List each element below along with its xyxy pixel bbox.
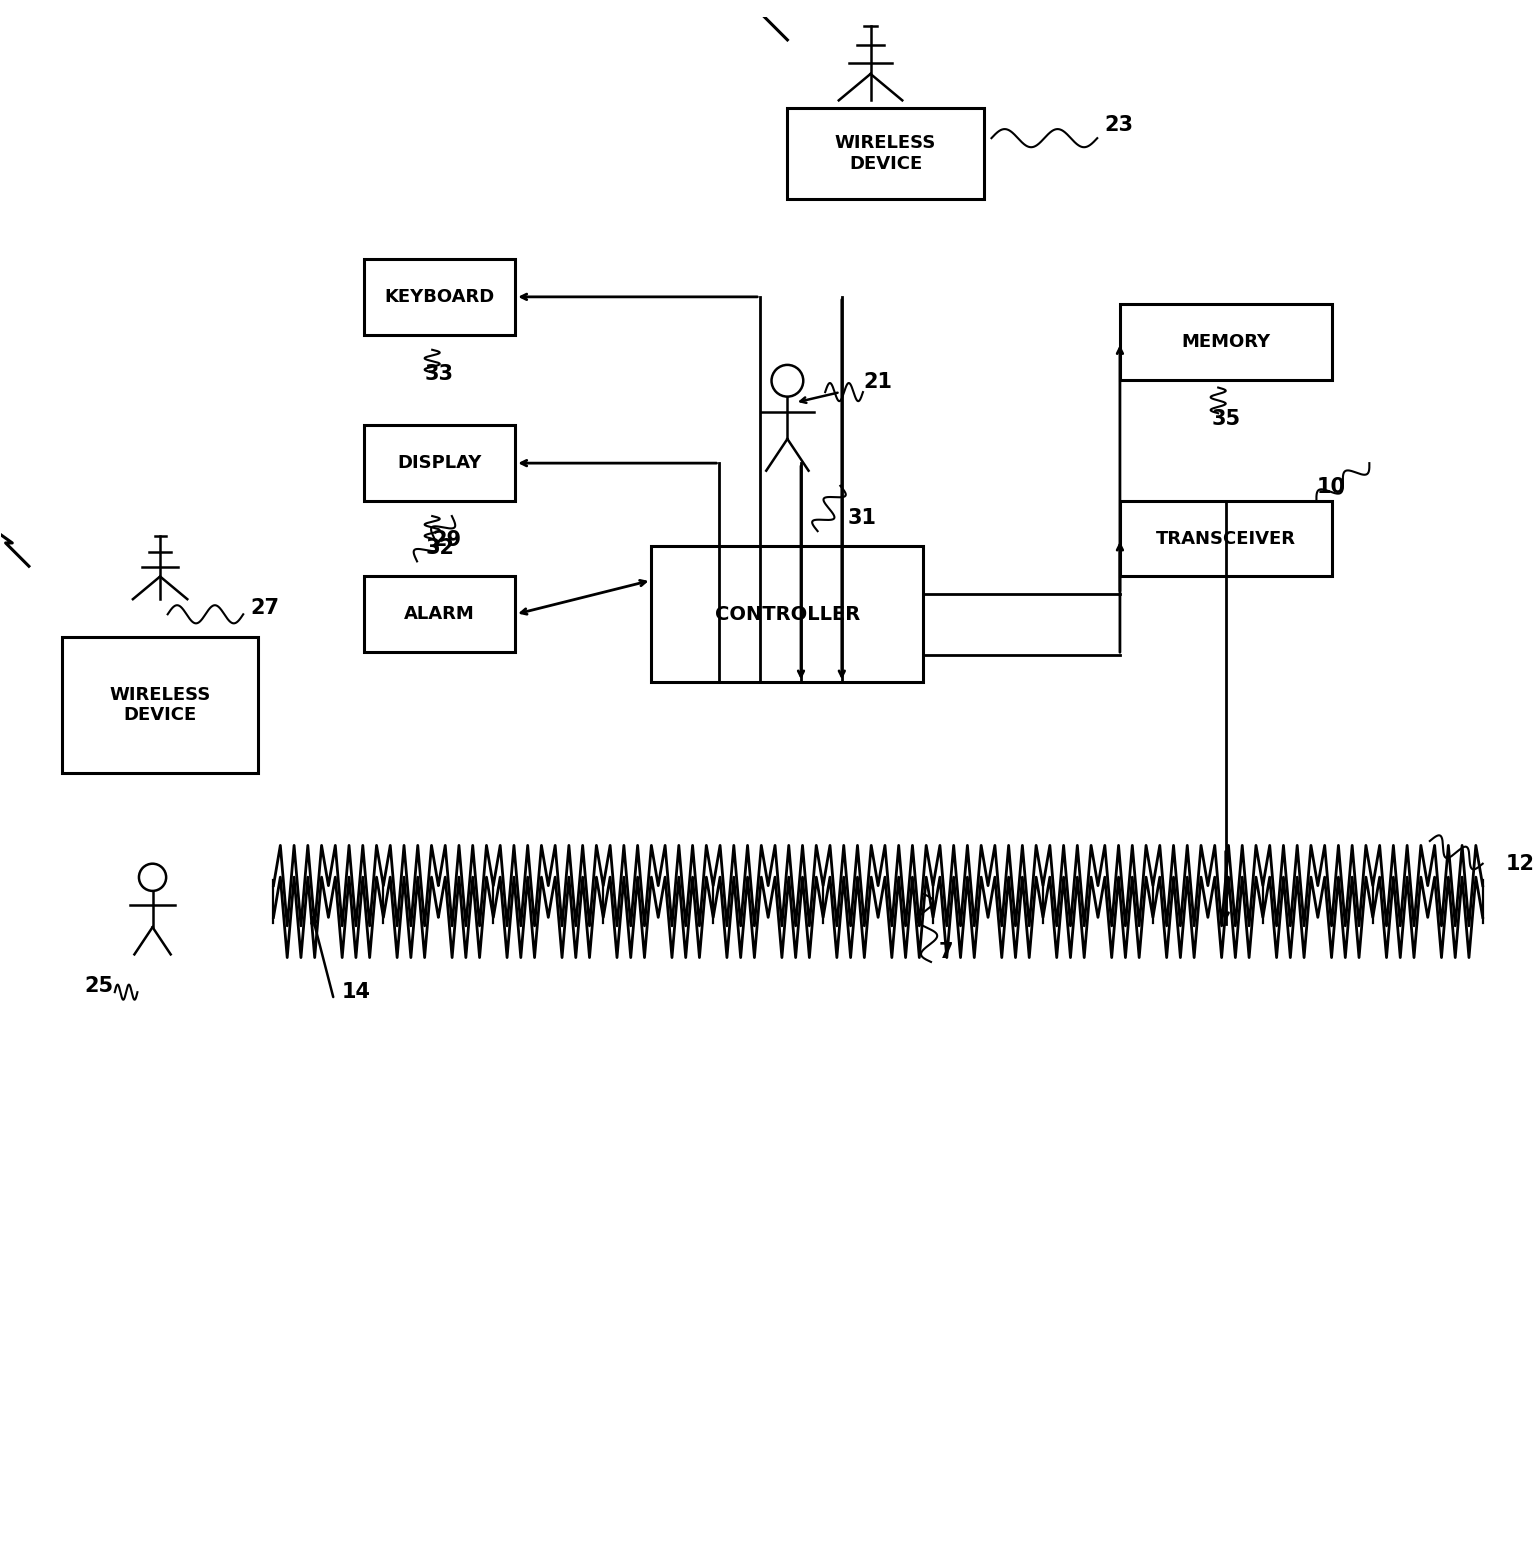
Text: 10: 10 <box>1316 478 1345 498</box>
Text: 35: 35 <box>1211 410 1240 430</box>
Text: 32: 32 <box>426 538 455 558</box>
Bar <box>1120 501 1331 577</box>
Text: 7: 7 <box>939 942 953 962</box>
Bar <box>1120 305 1331 380</box>
Text: 29: 29 <box>432 530 461 550</box>
Bar <box>364 577 515 652</box>
Text: 12: 12 <box>1505 853 1534 873</box>
Text: KEYBOARD: KEYBOARD <box>384 288 495 306</box>
Bar <box>61 637 258 773</box>
Text: 25: 25 <box>85 976 114 996</box>
Text: 21: 21 <box>862 371 891 391</box>
Text: 23: 23 <box>1105 114 1134 135</box>
Bar <box>364 260 515 334</box>
Text: 31: 31 <box>848 507 876 527</box>
Text: CONTROLLER: CONTROLLER <box>715 604 861 623</box>
Text: TRANSCEIVER: TRANSCEIVER <box>1156 530 1296 547</box>
Text: 14: 14 <box>341 982 370 1002</box>
Text: WIRELESS
DEVICE: WIRELESS DEVICE <box>109 685 211 725</box>
Text: DISPLAY: DISPLAY <box>398 455 483 472</box>
Text: 27: 27 <box>251 598 280 618</box>
Bar <box>364 425 515 501</box>
Text: WIRELESS
DEVICE: WIRELESS DEVICE <box>835 135 936 173</box>
Text: ALARM: ALARM <box>404 606 475 623</box>
Bar <box>787 108 984 198</box>
Text: MEMORY: MEMORY <box>1180 334 1270 351</box>
Text: 33: 33 <box>424 363 453 383</box>
Bar <box>652 546 924 682</box>
